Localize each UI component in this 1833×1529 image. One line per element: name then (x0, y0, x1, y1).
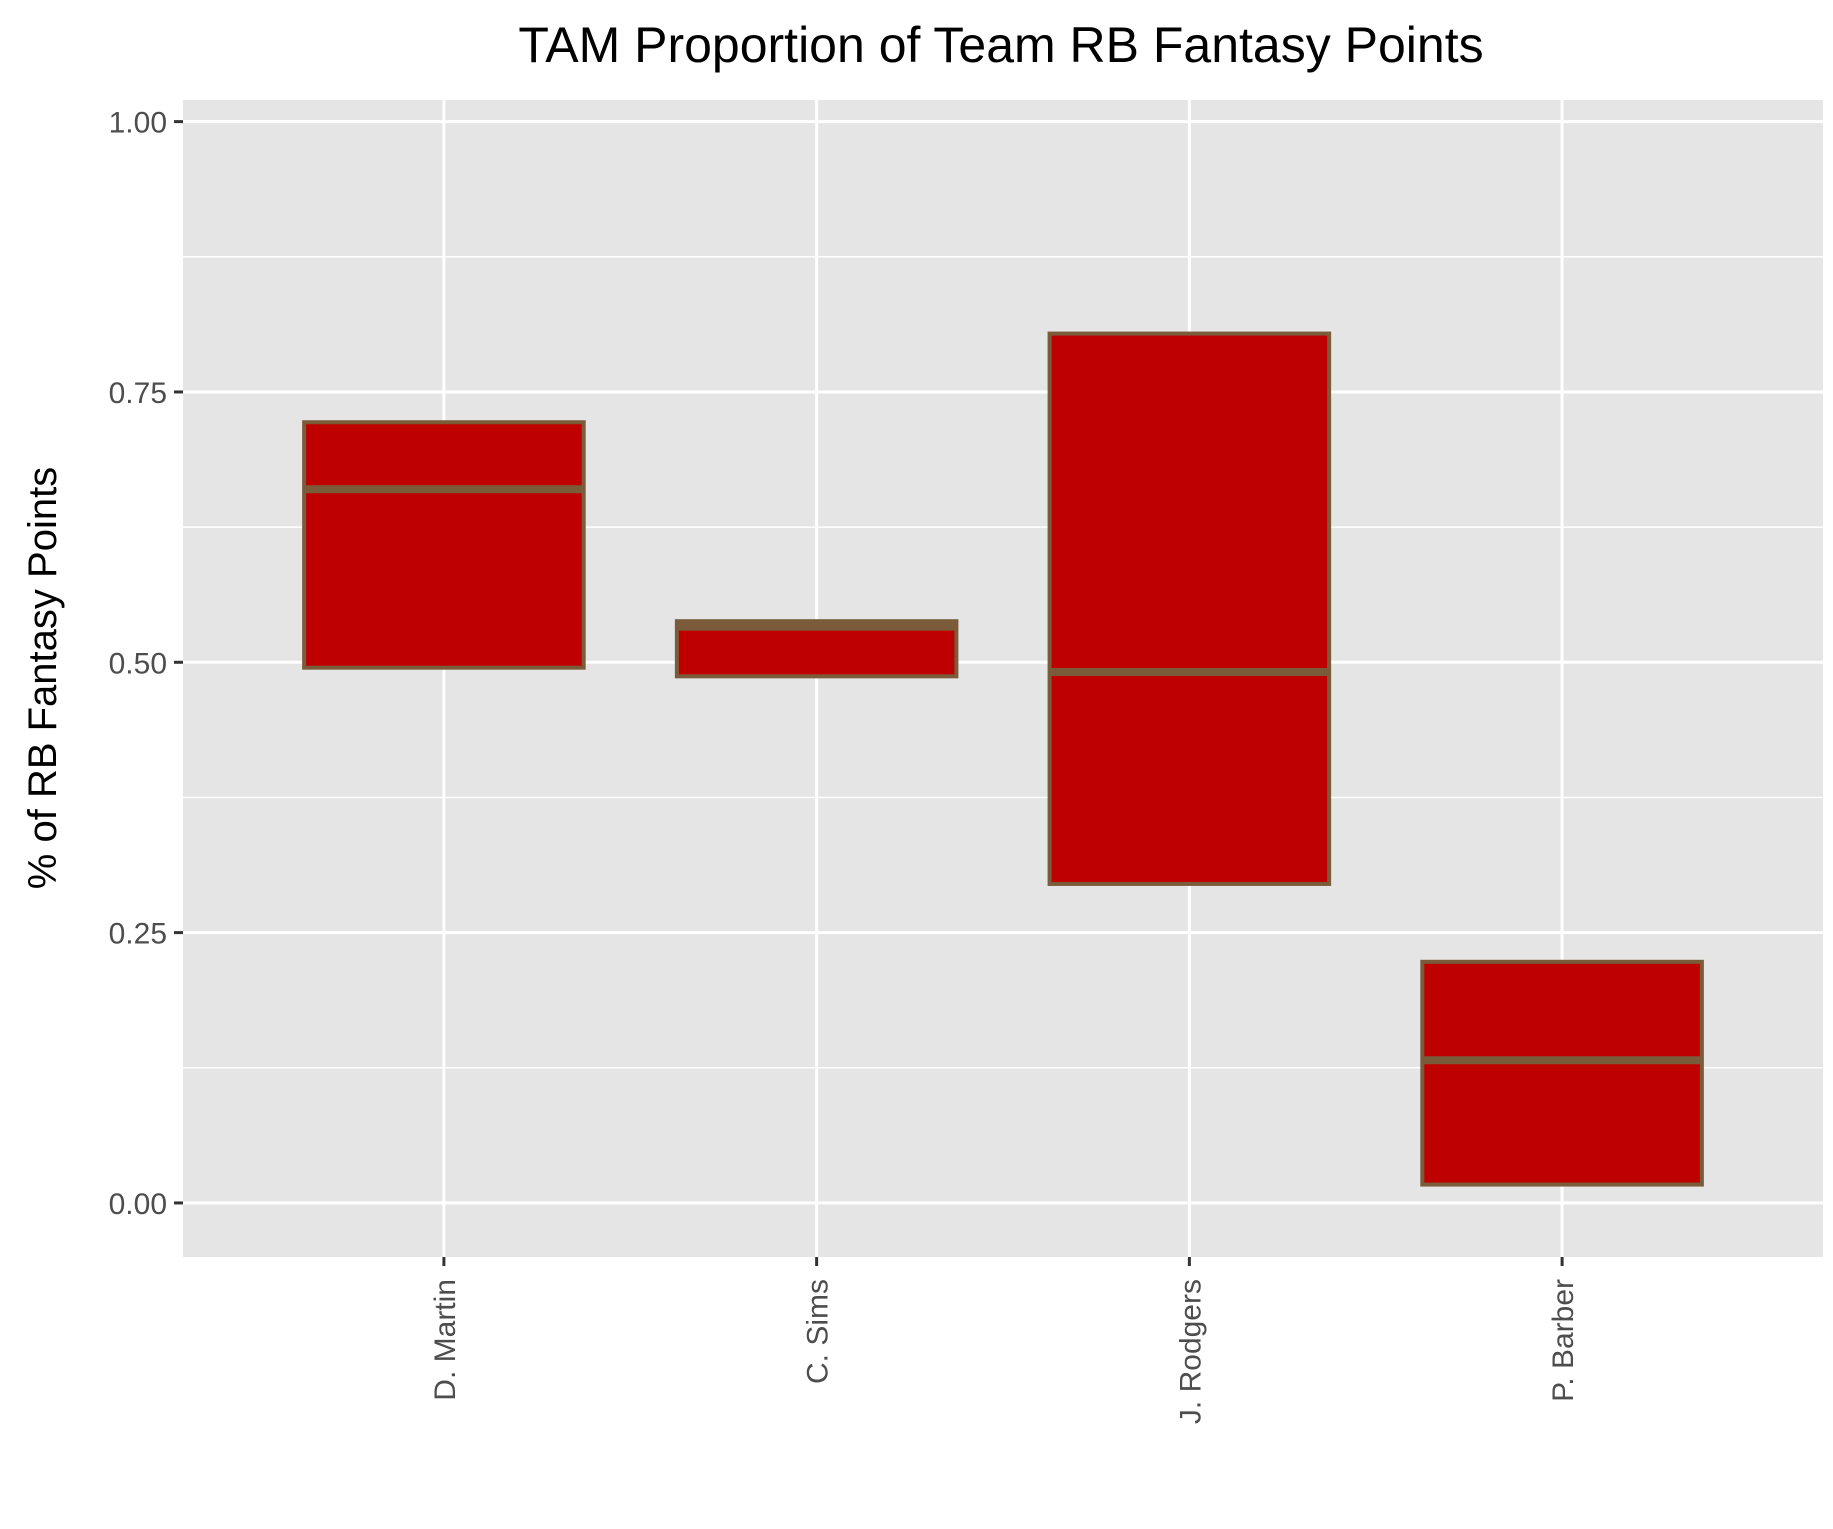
y-tick-label: 0.50 (109, 647, 167, 680)
x-tick-label: J. Rodgers (1174, 1279, 1207, 1424)
box-layer (302, 331, 1704, 1187)
y-tick-label: 0.25 (109, 918, 167, 951)
x-tick-label: P. Barber (1547, 1279, 1580, 1402)
x-tick-label: C. Sims (802, 1279, 835, 1384)
y-tick-label: 0.75 (109, 377, 167, 410)
box-d-martin (302, 420, 586, 670)
box-j-rodgers (1047, 331, 1332, 886)
box-body (1047, 331, 1332, 886)
x-axis: D. Martin C. Sims J. Rodgers P. Barber (429, 1257, 1580, 1424)
y-axis: 0.00 0.25 0.50 0.75 1.00 (109, 107, 183, 1221)
box-c-sims (674, 619, 959, 679)
y-axis-title: % of RB Fantasy Points (21, 467, 65, 889)
y-tick-label: 1.00 (109, 107, 167, 140)
chart-title: TAM Proportion of Team RB Fantasy Points (518, 17, 1483, 73)
x-tick-label: D. Martin (429, 1279, 462, 1401)
box-body (302, 420, 586, 670)
box-p-barber (1420, 959, 1704, 1187)
box-body (1420, 959, 1704, 1187)
y-tick-label: 0.00 (109, 1188, 167, 1221)
